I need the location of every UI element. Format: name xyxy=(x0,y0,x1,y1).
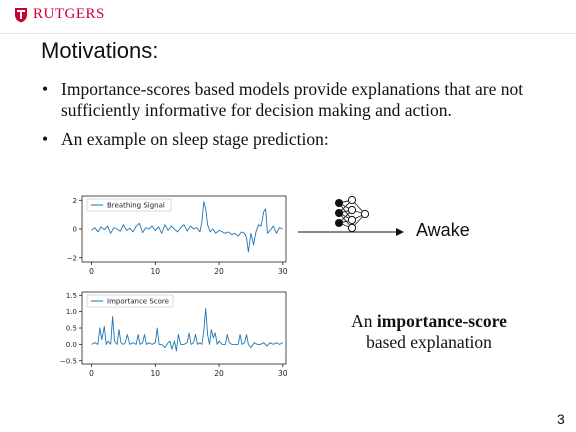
breathing-xtick-label: 20 xyxy=(214,267,224,276)
importance-xtick-label: 10 xyxy=(151,369,161,378)
bullet-dot-icon: • xyxy=(42,79,49,99)
caption-bold: importance-score xyxy=(376,311,507,331)
importance-ytick-label: −0.5 xyxy=(60,357,77,365)
caption-prefix: An xyxy=(351,311,377,331)
logo-text: RUTGERS xyxy=(33,6,105,22)
importance-xtick-label: 0 xyxy=(89,369,94,378)
caption-line2: based explanation xyxy=(366,332,492,352)
bullet-dot-icon: • xyxy=(42,129,49,149)
breathing-ytick-label: 2 xyxy=(73,197,77,205)
importance-legend-box xyxy=(86,294,174,308)
neural-network-icon xyxy=(335,196,370,233)
importance-legend-label: Importance Score xyxy=(107,298,169,306)
prediction-label: Awake xyxy=(416,220,470,240)
breathing-signal-chart: 0 10 20 30 2 0 −2 Breathing Signal xyxy=(58,192,290,278)
importance-score-chart: 0 10 20 30 1.5 1.0 0.5 0.0 −0.5 Importance Score xyxy=(58,288,290,380)
importance-xtick-label: 30 xyxy=(278,369,288,378)
bullet-text: Importance-scores based models provide e… xyxy=(61,79,524,120)
bullet-item: • Importance-scores based models provide… xyxy=(40,79,530,121)
breathing-xtick-label: 10 xyxy=(151,267,161,276)
right-arrow-icon xyxy=(298,228,404,236)
breathing-xtick-label: 30 xyxy=(278,267,288,276)
importance-xtick-label: 20 xyxy=(214,369,224,378)
importance-ytick-label: 1.0 xyxy=(66,308,77,316)
importance-svg: 0 10 20 30 1.5 1.0 0.5 0.0 −0.5 Importance Score xyxy=(60,291,288,378)
breathing-xtick-label: 0 xyxy=(89,267,94,276)
rutgers-logo: RUTGERS xyxy=(14,6,105,23)
explanation-caption: An importance-score based explanation xyxy=(320,311,538,353)
breathing-legend-box xyxy=(86,198,172,212)
importance-ytick-label: 1.5 xyxy=(66,292,77,300)
breathing-ytick-label: −2 xyxy=(67,254,77,262)
importance-ytick-label: 0.5 xyxy=(66,325,77,333)
slide-title: Motivations: xyxy=(41,38,159,63)
bullet-list: • Importance-scores based models provide… xyxy=(40,79,530,158)
importance-series-line xyxy=(91,307,284,352)
header-divider xyxy=(0,33,576,34)
rutgers-shield-icon xyxy=(15,7,27,22)
bullet-item: • An example on sleep stage prediction: xyxy=(40,129,530,150)
breathing-series-line xyxy=(91,201,283,253)
breathing-legend-label: Breathing Signal xyxy=(107,202,165,210)
breathing-ytick-label: 0 xyxy=(73,226,77,234)
importance-ytick-label: 0.0 xyxy=(66,341,77,349)
page-number: 3 xyxy=(557,411,565,427)
bullet-text: An example on sleep stage prediction: xyxy=(61,129,329,149)
